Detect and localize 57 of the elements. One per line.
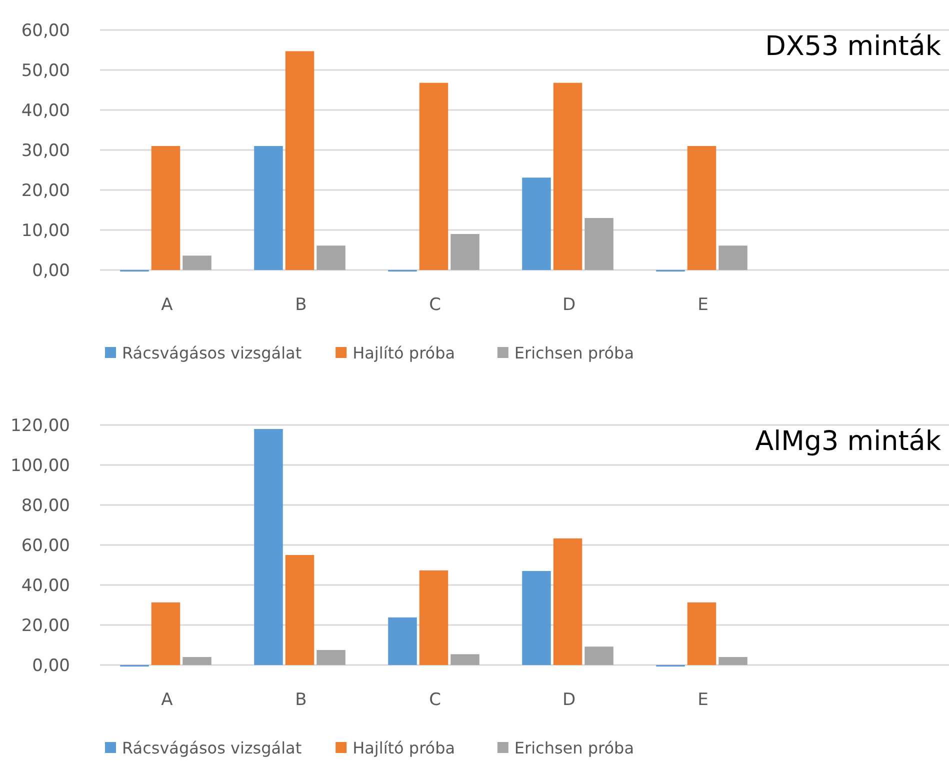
- y-tick-label: 80,00: [21, 496, 70, 516]
- x-tick-label: D: [562, 690, 576, 710]
- legend-label: Rácsvágásos vizsgálat: [122, 344, 302, 363]
- bar: [584, 218, 614, 270]
- text: AlMg3 minták: [755, 426, 942, 457]
- bar: [151, 602, 180, 665]
- bar: [718, 657, 748, 665]
- bar: [151, 146, 180, 270]
- y-tick-label: 40,00: [21, 576, 70, 596]
- bar: [182, 256, 212, 270]
- text: DX53 minták: [765, 31, 942, 62]
- bar: [687, 146, 716, 270]
- bar: [254, 146, 283, 270]
- bar: [553, 82, 582, 270]
- bar: [450, 654, 480, 665]
- bar: [182, 657, 212, 665]
- x-tick-label: A: [161, 295, 174, 315]
- bar: [254, 429, 283, 665]
- y-tick-label: 50,00: [21, 60, 70, 81]
- bar: [718, 246, 748, 270]
- y-tick-label: 30,00: [21, 140, 70, 161]
- y-tick-label: 0,00: [32, 656, 70, 676]
- y-tick-label: 20,00: [21, 616, 70, 636]
- bar: [316, 246, 346, 270]
- bar: [687, 602, 716, 665]
- bar: [522, 178, 551, 270]
- y-tick-label: 60,00: [21, 536, 70, 556]
- legend-label: Hajlító próba: [352, 344, 456, 363]
- bar: [450, 234, 480, 270]
- bar: [285, 51, 314, 270]
- bar: [553, 538, 582, 665]
- bar: [388, 617, 417, 665]
- legend-label: Hajlító próba: [352, 738, 456, 758]
- x-tick-label: E: [698, 690, 708, 710]
- legend-label: Erichsen próba: [514, 344, 634, 363]
- y-tick-label: 60,00: [21, 20, 70, 41]
- y-tick-label: 40,00: [21, 100, 70, 121]
- bar: [584, 646, 614, 665]
- y-tick-label: 120,00: [10, 416, 70, 436]
- y-tick-label: 20,00: [21, 180, 70, 201]
- x-tick-label: C: [429, 295, 441, 315]
- bar: [316, 650, 346, 665]
- x-tick-label: D: [562, 295, 576, 315]
- x-tick-label: E: [698, 295, 708, 315]
- y-tick-label: 10,00: [21, 220, 70, 241]
- x-tick-label: B: [295, 690, 307, 710]
- bar: [419, 82, 448, 270]
- bar: [285, 555, 314, 665]
- bar: [419, 570, 448, 665]
- legend-label: Erichsen próba: [514, 738, 634, 758]
- bar: [522, 571, 551, 665]
- y-tick-label: 0,00: [32, 260, 70, 281]
- x-tick-label: A: [161, 690, 174, 710]
- legend-label: Rácsvágásos vizsgálat: [122, 738, 302, 758]
- x-tick-label: C: [429, 690, 441, 710]
- y-tick-label: 100,00: [10, 456, 70, 476]
- x-tick-label: B: [295, 295, 307, 315]
